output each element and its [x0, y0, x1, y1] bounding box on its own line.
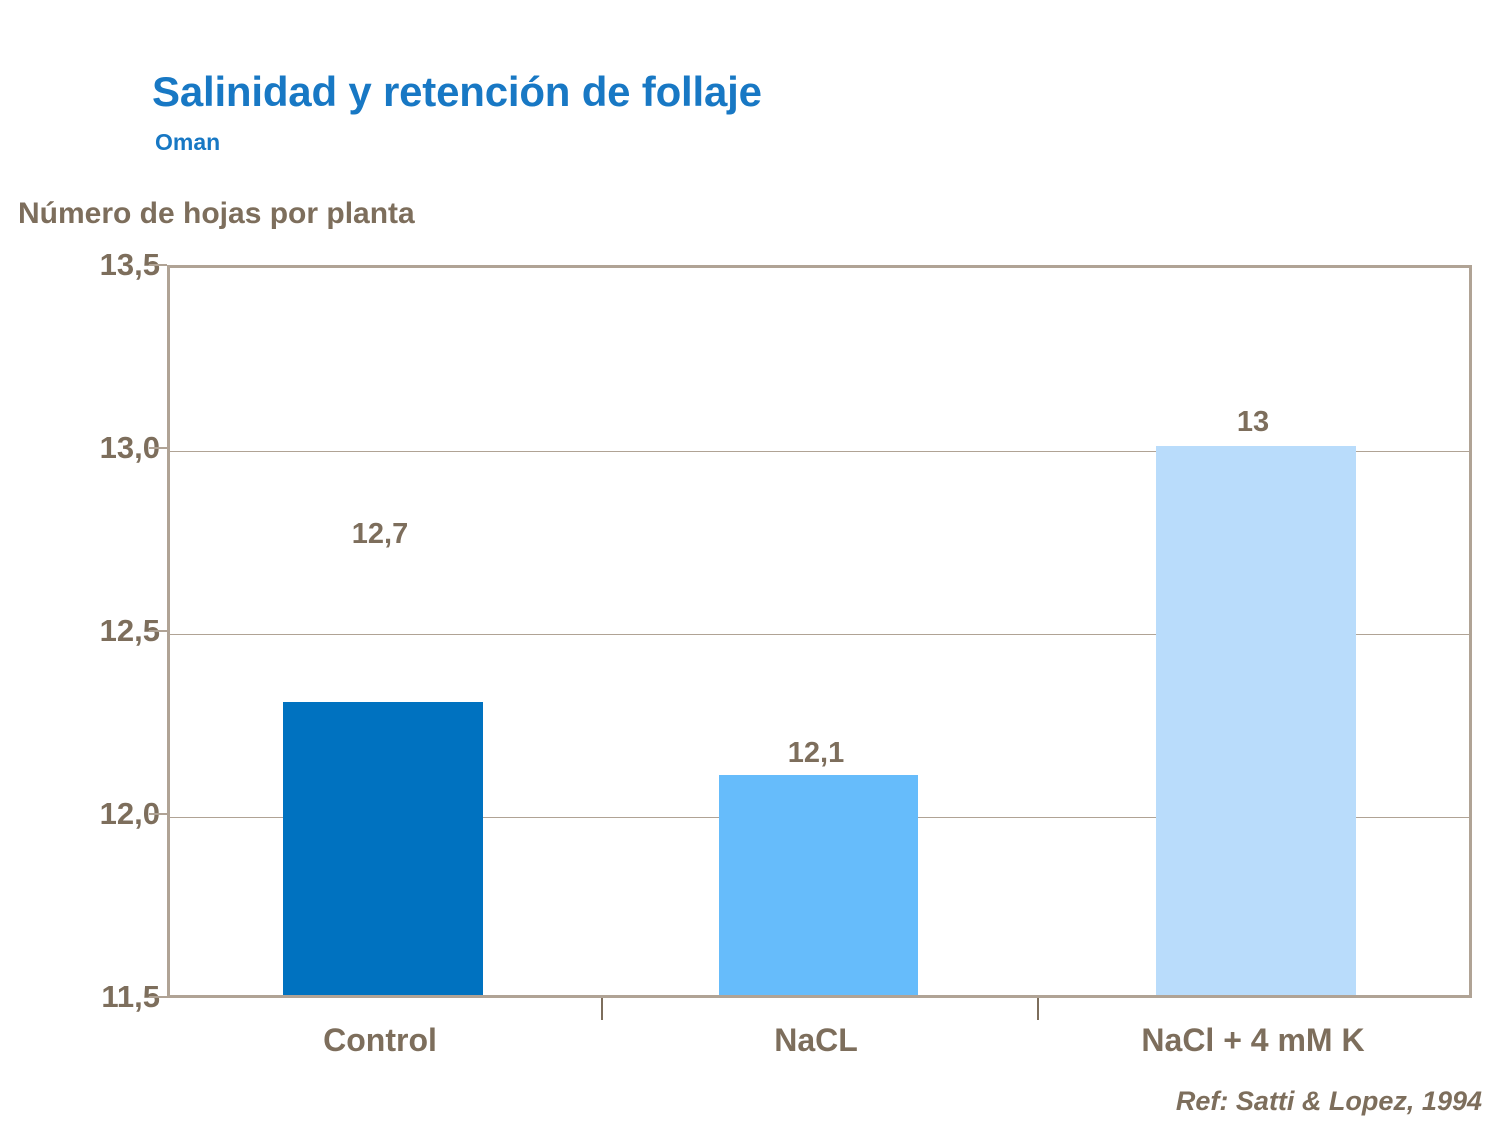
page-subtitle: Oman: [155, 129, 221, 155]
y-tick-label-0: 13,5: [99, 247, 160, 282]
bar-nacl-plus-k[interactable]: [1156, 446, 1356, 995]
y-tick-mark-2: [149, 630, 167, 632]
y-tick-label-1: 13,0: [99, 430, 160, 465]
gridline-12-5: [170, 634, 1469, 635]
page-title: Salinidad y retención de follaje: [152, 68, 762, 115]
y-tick-label-3: 12,0: [99, 796, 160, 831]
y-tick-label-2: 12,5: [99, 613, 160, 648]
bar-nacl[interactable]: [719, 775, 918, 995]
x-category-label-nacl: NaCL: [774, 1022, 858, 1058]
x-category-label-nacl-plus-k: NaCl + 4 mM K: [1141, 1022, 1365, 1058]
bar-value-nacl: 12,1: [787, 737, 845, 769]
reference-note: Ref: Satti & Lopez, 1994: [1175, 1086, 1482, 1116]
bar-value-nacl-plus-k: 13: [1236, 406, 1270, 438]
y-tick-label-4: 11,5: [101, 979, 160, 1014]
bar-control[interactable]: [283, 702, 483, 995]
x-tick-mark-1: [601, 998, 603, 1020]
chart-plot-area: [167, 265, 1472, 998]
y-axis-title: Número de hojas por planta: [18, 197, 415, 230]
gridline-13-0: [170, 451, 1469, 452]
x-tick-mark-2: [1037, 998, 1039, 1020]
bar-value-control: 12,7: [351, 518, 409, 550]
y-tick-mark-1: [149, 447, 167, 449]
y-tick-mark-4: [149, 996, 167, 998]
y-tick-mark-0: [149, 264, 167, 266]
y-tick-mark-3: [149, 813, 167, 815]
x-category-label-control: Control: [323, 1022, 437, 1058]
